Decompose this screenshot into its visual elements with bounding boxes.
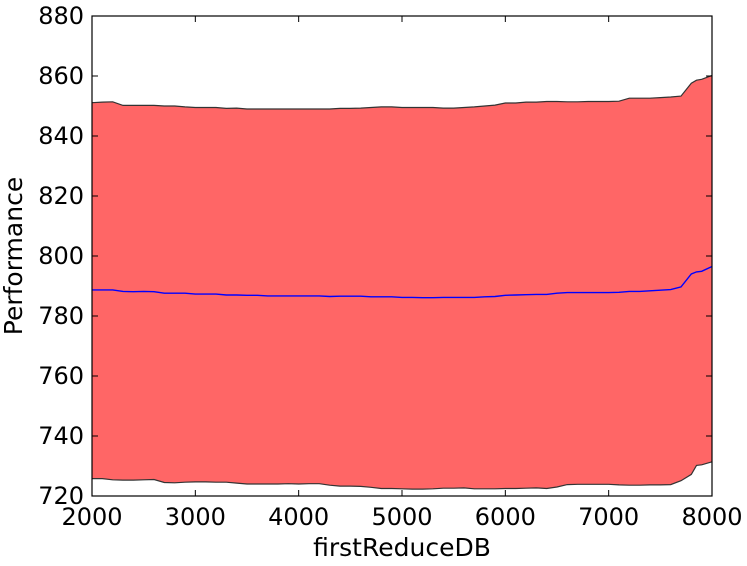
- x-tick-label: 3000: [165, 503, 226, 531]
- y-tick-label: 720: [38, 482, 84, 510]
- y-axis-label: Performance: [0, 177, 28, 335]
- y-tick-label: 840: [38, 122, 84, 150]
- band-lower-edge: [92, 461, 713, 490]
- axis-ticks: 2000 3000 4000 5000 6000 7000 8000 720 740 760 780…: [38, 2, 742, 531]
- band-upper-edge: [91, 74, 713, 110]
- x-tick-label: 4000: [268, 503, 329, 531]
- y-tick-label: 800: [38, 242, 84, 270]
- y-tick-label: 860: [38, 62, 84, 90]
- band-area: [92, 75, 712, 490]
- x-tick-label: 7000: [578, 503, 639, 531]
- x-tick-label: 2000: [61, 503, 122, 531]
- x-tick-label: 5000: [371, 503, 432, 531]
- x-tick-label: 8000: [681, 503, 742, 531]
- y-tick-label: 740: [38, 422, 84, 450]
- series-line-0: [92, 265, 713, 299]
- plot-area: [91, 74, 713, 490]
- y-tick-label: 880: [38, 2, 84, 30]
- x-tick-label: 6000: [475, 503, 536, 531]
- y-tick-label: 760: [38, 362, 84, 390]
- y-tick-label: 820: [38, 182, 84, 210]
- y-tick-label: 780: [38, 302, 84, 330]
- x-axis-label: firstReduceDB: [313, 533, 491, 562]
